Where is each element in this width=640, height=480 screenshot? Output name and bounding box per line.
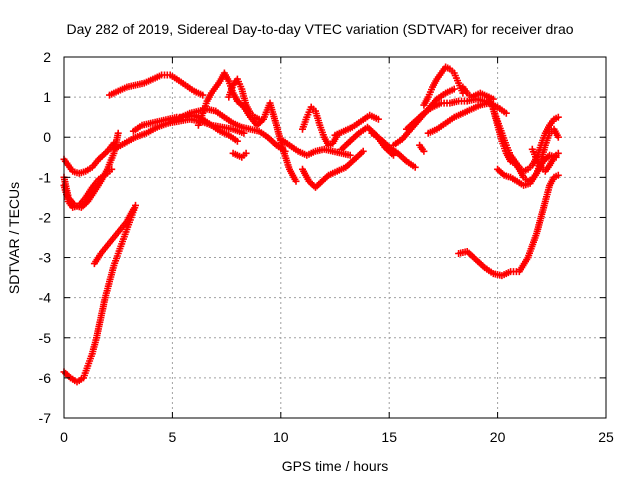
series-trace-m xyxy=(229,149,250,161)
series-trace-n xyxy=(277,135,354,159)
data-point xyxy=(554,149,562,157)
x-tick-label: 15 xyxy=(381,429,397,445)
series-trace-f xyxy=(106,71,207,99)
data-point xyxy=(346,151,354,159)
data-point xyxy=(420,147,428,155)
x-axis-label: GPS time / hours xyxy=(282,458,389,474)
data-point xyxy=(129,205,137,213)
x-tick-label: 0 xyxy=(60,429,68,445)
y-tick-label: -6 xyxy=(39,370,52,386)
data-point xyxy=(450,85,458,93)
grid-lines xyxy=(64,57,606,418)
data-point xyxy=(108,165,116,173)
y-tick-label: -4 xyxy=(39,290,52,306)
x-tick-label: 25 xyxy=(598,429,614,445)
x-tick-label: 20 xyxy=(490,429,506,445)
data-point xyxy=(114,129,122,137)
x-tick-label: 10 xyxy=(273,429,289,445)
series-trace-j xyxy=(194,69,241,129)
series-trace-v xyxy=(420,63,467,109)
series-trace-ad xyxy=(528,145,562,175)
y-tick-label: -1 xyxy=(39,169,52,185)
series-trace-y xyxy=(416,141,428,155)
series-trace-r xyxy=(331,111,382,139)
y-tick-label: -3 xyxy=(39,250,52,266)
y-tick-label: -7 xyxy=(39,410,52,426)
data-point xyxy=(411,163,419,171)
data-point xyxy=(292,177,300,185)
plot-frame xyxy=(63,56,607,419)
series-trace-z xyxy=(455,171,562,280)
data-points xyxy=(60,63,562,386)
data-point xyxy=(242,149,250,157)
y-tick-label: 0 xyxy=(43,129,51,145)
data-point xyxy=(554,171,562,179)
data-point xyxy=(502,109,510,117)
series-trace-s xyxy=(368,129,419,171)
series-trace-o xyxy=(299,103,341,149)
series-trace-d xyxy=(60,201,139,386)
data-point xyxy=(554,113,562,121)
y-tick-label: -5 xyxy=(39,330,52,346)
y-tick-label: 1 xyxy=(43,89,51,105)
data-point xyxy=(132,201,139,209)
data-point xyxy=(199,91,207,99)
axes: 0 5 10 15 20 25 -7 -6 -5 -4 -3 -2 -1 0 1 2 xyxy=(39,49,614,445)
series-trace-p xyxy=(299,147,367,191)
x-tick-label: 5 xyxy=(169,429,177,445)
chart-title: Day 282 of 2019, Sidereal Day-to-day VTE… xyxy=(66,21,573,37)
series-trace-e xyxy=(90,205,137,268)
y-tick-label: -2 xyxy=(39,209,52,225)
y-tick-label: 2 xyxy=(43,49,51,65)
data-point xyxy=(374,115,382,123)
data-point xyxy=(359,147,367,155)
data-point xyxy=(554,133,562,141)
series-trace-l xyxy=(233,97,300,185)
y-axis-label: SDTVAR / TECUs xyxy=(6,182,22,294)
series-trace-ab xyxy=(489,105,562,185)
data-point xyxy=(233,137,241,145)
